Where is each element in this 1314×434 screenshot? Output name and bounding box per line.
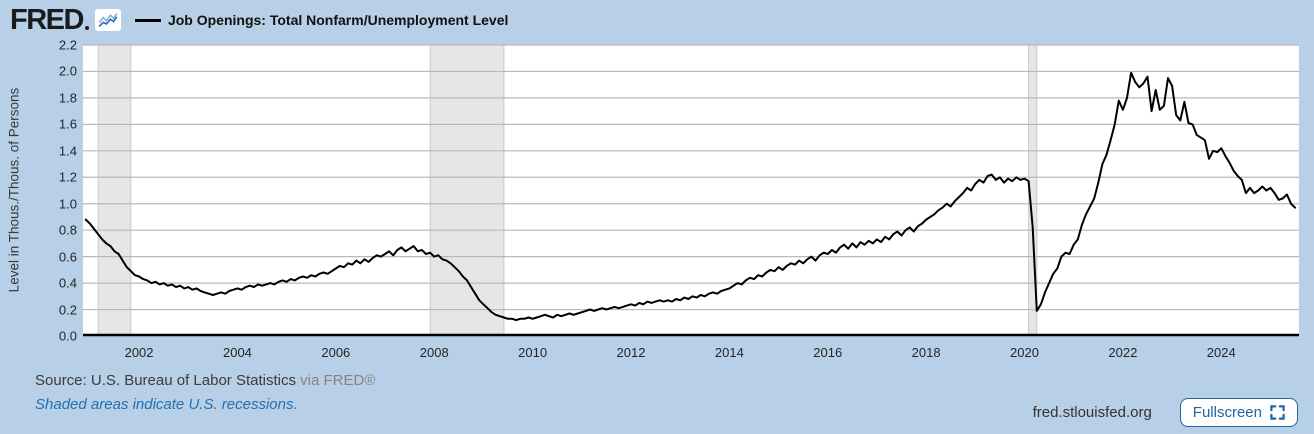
data-series-line	[84, 71, 1297, 322]
x-tick-label: 2010	[518, 345, 548, 360]
y-tick-label: 0.0	[58, 328, 77, 344]
y-tick-label: 1.2	[58, 169, 77, 185]
y-tick-label: 0.2	[58, 302, 77, 318]
site-url: fred.stlouisfed.org	[1032, 404, 1152, 421]
x-tick-label: 2006	[321, 345, 351, 360]
chart-footer: Source: U.S. Bureau of Labor Statistics …	[35, 372, 375, 413]
fred-sparkline-icon	[94, 9, 121, 31]
fullscreen-label: Fullscreen	[1192, 404, 1262, 421]
x-tick-label: 2018	[911, 345, 941, 360]
y-tick-label: 1.6	[58, 116, 77, 132]
fullscreen-button[interactable]: Fullscreen	[1179, 398, 1298, 427]
y-tick-label: 1.8	[58, 90, 77, 106]
y-tick-label: 0.6	[58, 249, 77, 265]
registered-mark-icon	[84, 26, 89, 30]
y-tick-label: 0.8	[58, 222, 77, 238]
y-tick-label: 2.2	[58, 37, 77, 53]
footer-right: fred.stlouisfed.org Fullscreen	[1033, 398, 1298, 427]
source-text: Source: U.S. Bureau of Labor Statistics	[35, 372, 296, 389]
series-legend: Job Openings: Total Nonfarm/Unemployment…	[134, 12, 509, 28]
expand-icon	[1270, 405, 1285, 420]
x-tick-label: 2004	[222, 345, 252, 360]
recession-band	[430, 45, 504, 336]
source-line: Source: U.S. Bureau of Labor Statistics …	[35, 372, 375, 389]
via-fred-text: via FRED®	[300, 372, 376, 389]
y-tick-label: 0.4	[58, 275, 77, 291]
recession-band	[98, 45, 131, 336]
y-tick-label: 1.4	[58, 143, 77, 159]
x-tick-label: 2020	[1010, 345, 1039, 360]
x-tick-label: 2002	[124, 345, 154, 360]
x-tick-label: 2024	[1206, 345, 1236, 360]
x-tick-label: 2008	[419, 345, 449, 360]
recession-band	[1028, 45, 1037, 336]
x-tick-label: 2016	[813, 345, 843, 360]
y-tick-label: 1.0	[58, 196, 77, 212]
series-title: Job Openings: Total Nonfarm/Unemployment…	[167, 12, 509, 28]
fred-logo: FRED	[10, 4, 90, 36]
fred-logo-text: FRED	[10, 4, 84, 36]
legend-line-swatch	[134, 18, 161, 22]
x-tick-label: 2022	[1108, 345, 1138, 360]
y-tick-label: 2.0	[58, 63, 77, 79]
chart-header: FRED Job Openings: Total Nonfarm/Unemplo…	[10, 4, 508, 36]
x-tick-label: 2014	[714, 345, 744, 360]
plot-background	[83, 45, 1299, 336]
recession-note: Shaded areas indicate U.S. recessions.	[35, 396, 298, 413]
x-tick-label: 2012	[616, 345, 646, 360]
